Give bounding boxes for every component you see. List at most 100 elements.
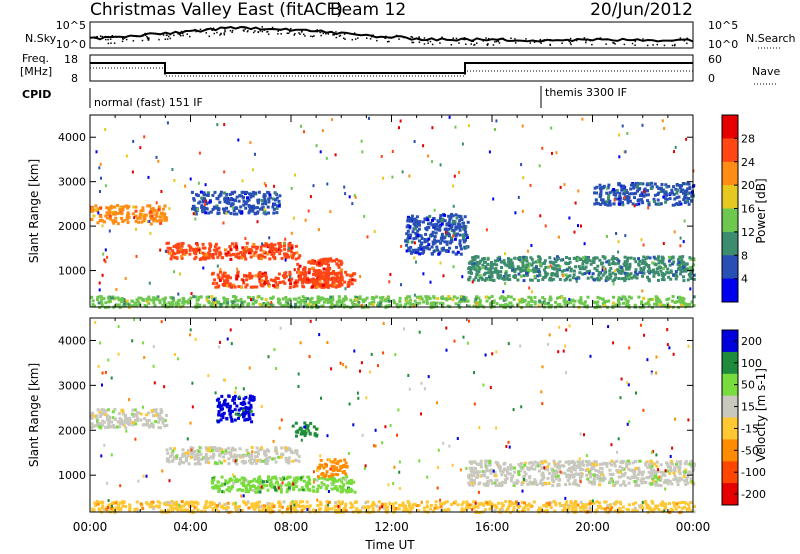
echo-cell <box>95 416 99 420</box>
noise-cell <box>216 264 219 268</box>
echo-cell <box>251 207 255 211</box>
echo-cell <box>238 487 242 491</box>
nsky-point <box>386 41 389 43</box>
echo-cell <box>531 261 535 265</box>
echo-cell <box>671 299 674 303</box>
noise-cell <box>461 275 464 279</box>
noise-cell <box>325 156 328 160</box>
nsky-point <box>369 38 372 40</box>
echo-cell <box>606 203 610 207</box>
echo-cell <box>474 300 478 304</box>
echo-cell <box>287 488 291 492</box>
nsky-point <box>366 37 368 39</box>
nsky-point <box>652 44 654 46</box>
echo-cell <box>592 257 596 261</box>
echo-cell <box>287 278 291 282</box>
echo-cell <box>218 405 222 409</box>
echo-cell <box>322 285 326 289</box>
echo-cell <box>431 218 434 222</box>
noise-cell <box>517 195 520 199</box>
echo-cell <box>433 238 437 242</box>
echo-cell <box>563 297 567 301</box>
echo-cell <box>333 259 336 263</box>
echo-cell <box>230 242 234 246</box>
echo-cell <box>602 461 606 465</box>
echo-cell <box>506 295 510 298</box>
echo-cell <box>551 277 555 281</box>
echo-cell <box>120 297 124 300</box>
echo-cell <box>152 219 156 223</box>
echo-cell <box>585 257 589 261</box>
echo-cell <box>297 296 301 300</box>
echo-cell <box>111 210 115 214</box>
echo-cell <box>592 478 596 482</box>
nsky-point <box>411 36 414 38</box>
echo-cell <box>677 261 681 264</box>
echo-cell <box>618 202 622 206</box>
echo-cell <box>206 449 210 452</box>
echo-cell <box>690 465 693 469</box>
echo-cell <box>222 207 225 211</box>
echo-cell <box>577 299 581 303</box>
echo-cell <box>418 252 422 256</box>
noise-cell <box>662 242 665 245</box>
echo-cell <box>312 261 316 265</box>
noise-cell <box>573 230 576 234</box>
echo-cell <box>646 301 650 305</box>
noise-cell <box>198 151 201 155</box>
echo-cell <box>192 247 196 251</box>
echo-cell <box>613 262 617 266</box>
echo-cell <box>642 477 646 481</box>
echo-cell <box>443 240 447 244</box>
echo-cell <box>473 258 477 262</box>
echo-cell <box>232 458 236 462</box>
echo-cell <box>315 278 319 281</box>
echo-cell <box>436 297 440 301</box>
echo-cell <box>197 246 201 250</box>
echo-cell <box>120 418 124 422</box>
echo-cell <box>322 271 326 275</box>
echo-cell <box>686 278 690 282</box>
echo-cell <box>464 296 468 300</box>
nsky-point <box>148 37 150 39</box>
echo-cell <box>259 478 263 482</box>
echo-cell <box>278 241 282 245</box>
echo-cell <box>329 257 333 261</box>
echo-cell <box>442 297 446 301</box>
echo-cell <box>217 402 221 406</box>
noise-cell <box>553 257 556 261</box>
echo-cell <box>115 303 119 307</box>
echo-cell <box>478 301 481 305</box>
echo-cell <box>274 446 278 450</box>
echo-cell <box>288 273 292 277</box>
echo-cell <box>482 257 486 260</box>
noise-cell <box>294 173 296 177</box>
echo-cell <box>460 225 464 229</box>
echo-cell <box>335 279 339 283</box>
echo-cell <box>270 252 274 256</box>
echo-cell <box>251 479 255 483</box>
echo-cell <box>504 303 508 306</box>
echo-cell <box>569 467 573 471</box>
echo-cell <box>135 417 139 420</box>
nsky-point <box>474 43 476 46</box>
echo-cell <box>247 302 251 306</box>
echo-cell <box>501 303 505 307</box>
echo-cell <box>427 222 430 226</box>
echo-cell <box>417 247 421 250</box>
echo-cell <box>533 274 537 278</box>
echo-cell <box>622 277 626 280</box>
echo-cell <box>627 277 631 281</box>
nsky-point <box>113 35 115 38</box>
echo-cell <box>415 302 419 306</box>
echo-cell <box>273 255 277 259</box>
echo-cell <box>450 224 454 227</box>
echo-cell <box>586 295 590 299</box>
noise-cell <box>177 292 180 296</box>
noise-cell <box>283 241 286 245</box>
echo-cell <box>313 433 317 437</box>
echo-cell <box>284 274 288 278</box>
echo-cell <box>407 248 411 252</box>
echo-cell <box>197 296 201 299</box>
echo-cell <box>674 277 678 281</box>
